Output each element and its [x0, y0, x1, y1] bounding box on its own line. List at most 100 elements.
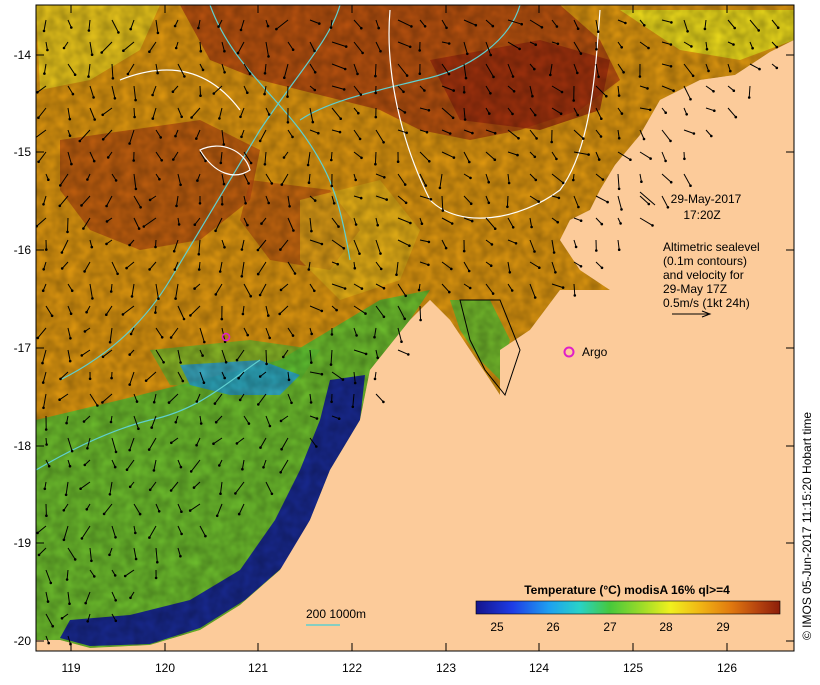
velocity-arrow-head: [86, 178, 89, 181]
velocity-arrow-head: [292, 48, 295, 51]
velocity-arrow-head: [216, 515, 219, 518]
velocity-arrow-head: [86, 620, 89, 623]
velocity-arrow-head: [428, 160, 431, 163]
velocity-arrow-head: [117, 31, 120, 34]
velocity-arrow-head: [103, 513, 106, 516]
velocity-arrow-head: [307, 164, 310, 167]
velocity-arrow-head: [46, 49, 49, 52]
velocity-arrow-head: [490, 264, 493, 267]
velocity-arrow-head: [279, 471, 282, 474]
velocity-arrow-head: [618, 188, 621, 191]
velocity-arrow-head: [537, 200, 540, 203]
velocity-arrow-head: [518, 48, 521, 51]
velocity-arrow-head: [114, 536, 117, 539]
velocity-arrow-head: [428, 241, 431, 244]
velocity-arrow: [68, 218, 69, 232]
velocity-arrow-head: [452, 89, 455, 92]
velocity-arrow-head: [41, 362, 44, 365]
velocity-arrow-head: [259, 294, 262, 297]
velocity-arrow-head: [670, 181, 673, 184]
velocity-arrow-head: [451, 222, 454, 225]
velocity-arrow-head: [213, 92, 216, 95]
velocity-arrow-head: [513, 90, 516, 93]
velocity-arrow-head: [239, 116, 242, 119]
velocity-arrow-head: [66, 231, 69, 234]
colorbar-title: Temperature (°C) modisA 16% ql>=4: [524, 583, 730, 597]
velocity-arrow-head: [280, 420, 283, 423]
velocity-arrow-head: [237, 377, 240, 380]
velocity-arrow-head: [130, 333, 133, 336]
velocity-arrow-head: [139, 206, 142, 209]
velocity-arrow-head: [267, 202, 270, 205]
velocity-arrow-head: [195, 137, 198, 140]
velocity-arrow-head: [84, 464, 87, 467]
velocity-arrow-head: [317, 132, 320, 135]
velocity-arrow-head: [86, 447, 89, 450]
velocity-arrow-head: [145, 379, 148, 382]
velocity-arrow-head: [452, 117, 455, 120]
velocity-arrow-head: [148, 448, 151, 451]
velocity-arrow-head: [244, 202, 247, 205]
velocity-arrow-head: [664, 160, 667, 163]
velocity-arrow-head: [735, 116, 738, 119]
velocity-arrow-head: [575, 246, 578, 249]
velocity-arrow-head: [72, 93, 75, 96]
legend-line-4: 29-May 17Z: [663, 282, 727, 296]
velocity-arrow-head: [196, 400, 199, 403]
velocity-arrow-head: [620, 46, 623, 49]
velocity-arrow-head: [89, 378, 92, 381]
velocity-arrow-head: [215, 421, 218, 424]
velocity-arrow-head: [159, 136, 162, 139]
velocity-arrow-head: [196, 179, 199, 182]
velocity-arrow-head: [667, 206, 670, 209]
velocity-arrow-head: [517, 137, 520, 140]
velocity-arrow-head: [156, 561, 159, 564]
velocity-arrow-head: [59, 184, 62, 187]
velocity-arrow-head: [385, 198, 388, 201]
velocity-arrow-head: [131, 295, 134, 298]
velocity-arrow-head: [84, 602, 87, 605]
velocity-arrow-head: [61, 267, 64, 270]
velocity-arrow-head: [365, 353, 368, 356]
velocity-arrow-head: [173, 250, 176, 253]
velocity-arrow-head: [193, 287, 196, 290]
velocity-arrow-head: [93, 160, 96, 163]
velocity-arrow-head: [280, 448, 283, 451]
velocity-arrow-head: [68, 602, 71, 605]
velocity-arrow-head: [116, 273, 119, 276]
velocity-arrow-head: [343, 88, 346, 91]
velocity-arrow-head: [151, 94, 154, 97]
velocity-arrow-head: [618, 248, 621, 251]
velocity-arrow-head: [321, 373, 324, 376]
velocity-arrow-head: [105, 205, 108, 208]
velocity-arrow-head: [649, 109, 652, 112]
velocity-arrow-head: [217, 25, 220, 28]
date-label: 29-May-2017: [671, 192, 742, 206]
velocity-arrow-head: [555, 158, 558, 161]
velocity-arrow-head: [112, 77, 115, 80]
velocity-arrow-head: [234, 492, 237, 495]
velocity-arrow-head: [135, 558, 138, 561]
velocity-arrow-head: [212, 442, 215, 445]
velocity-arrow-head: [45, 248, 48, 251]
velocity-arrow-head: [464, 118, 467, 121]
velocity-arrow-head: [360, 27, 363, 30]
velocity-arrow-head: [174, 268, 177, 271]
velocity-arrow-head: [204, 535, 207, 538]
velocity-arrow-head: [61, 251, 64, 254]
velocity-arrow-head: [287, 121, 290, 124]
velocity-arrow-head: [690, 45, 693, 48]
velocity-arrow-head: [71, 289, 74, 292]
velocity-arrow-head: [355, 223, 358, 226]
velocity-arrow-head: [70, 26, 73, 29]
velocity-arrow-head: [382, 141, 385, 144]
velocity-arrow-head: [712, 90, 715, 93]
velocity-arrow-head: [91, 297, 94, 300]
velocity-arrow-head: [520, 23, 523, 26]
velocity-arrow-head: [69, 118, 72, 121]
velocity-arrow-head: [670, 65, 673, 68]
velocity-arrow-head: [448, 73, 451, 76]
velocity-arrow-head: [275, 28, 278, 31]
velocity-arrow-head: [427, 264, 430, 267]
velocity-arrow-head: [242, 313, 245, 316]
